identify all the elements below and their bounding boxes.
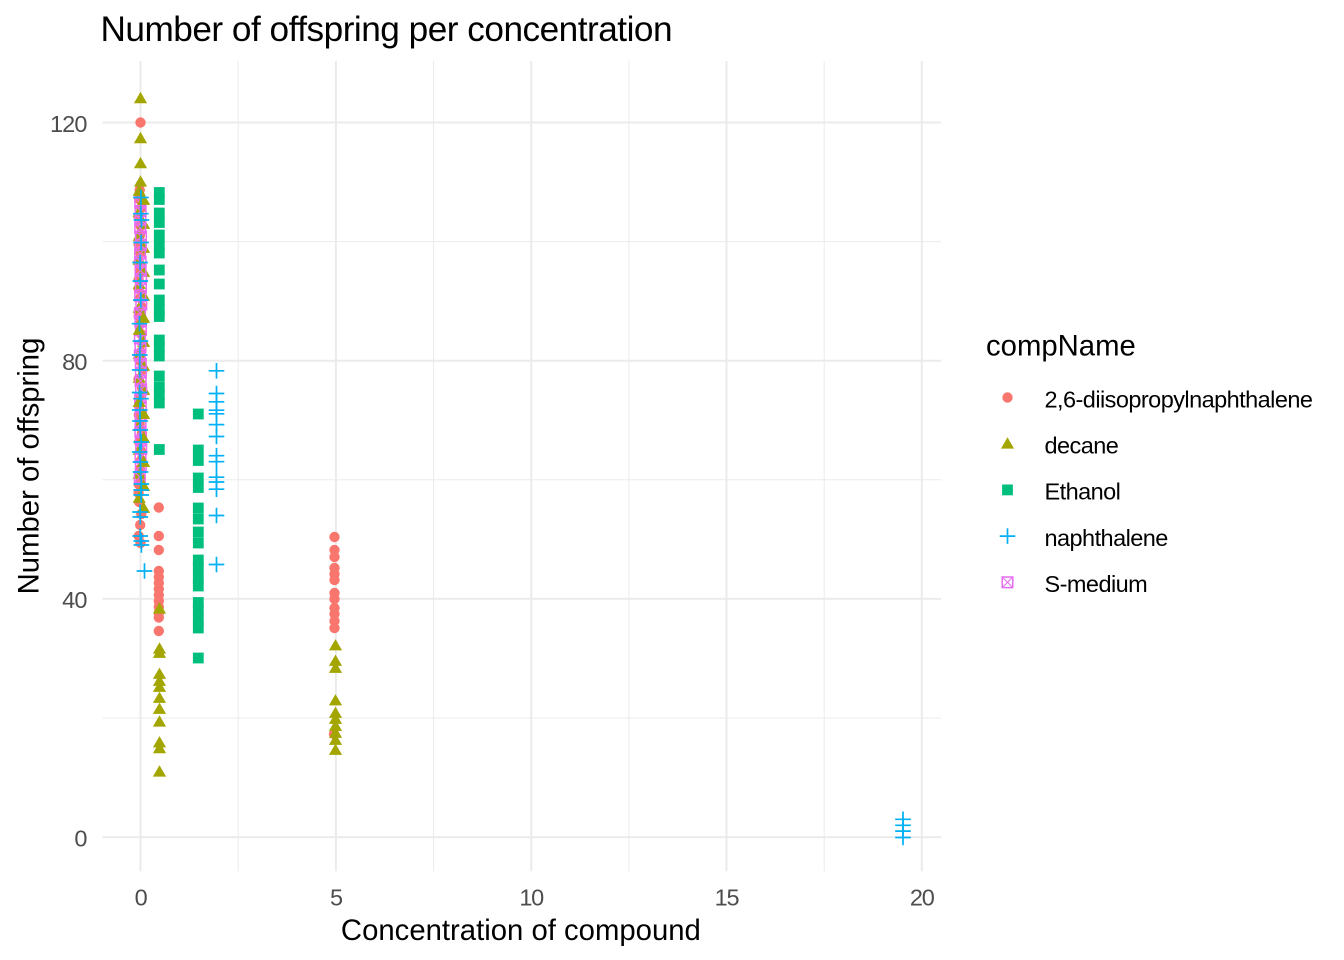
svg-text:Number of offspring per concen: Number of offspring per concentration [101, 10, 673, 49]
svg-text:120: 120 [50, 111, 87, 137]
svg-text:compName: compName [986, 330, 1136, 363]
svg-text:decane: decane [1045, 433, 1119, 459]
svg-text:S-medium: S-medium [1045, 571, 1148, 597]
svg-text:10: 10 [519, 885, 544, 911]
svg-text:5: 5 [330, 885, 343, 911]
svg-text:40: 40 [62, 587, 87, 613]
svg-text:0: 0 [135, 885, 148, 911]
svg-text:2,6-diisopropylnaphthalene: 2,6-diisopropylnaphthalene [1045, 386, 1313, 412]
svg-text:20: 20 [910, 885, 935, 911]
svg-text:Concentration of compound: Concentration of compound [341, 914, 701, 947]
svg-text:Number of offspring: Number of offspring [13, 338, 46, 595]
svg-text:0: 0 [74, 825, 87, 851]
svg-text:80: 80 [62, 349, 87, 375]
svg-text:Ethanol: Ethanol [1045, 479, 1121, 505]
svg-text:naphthalene: naphthalene [1045, 525, 1169, 551]
svg-text:15: 15 [715, 885, 740, 911]
